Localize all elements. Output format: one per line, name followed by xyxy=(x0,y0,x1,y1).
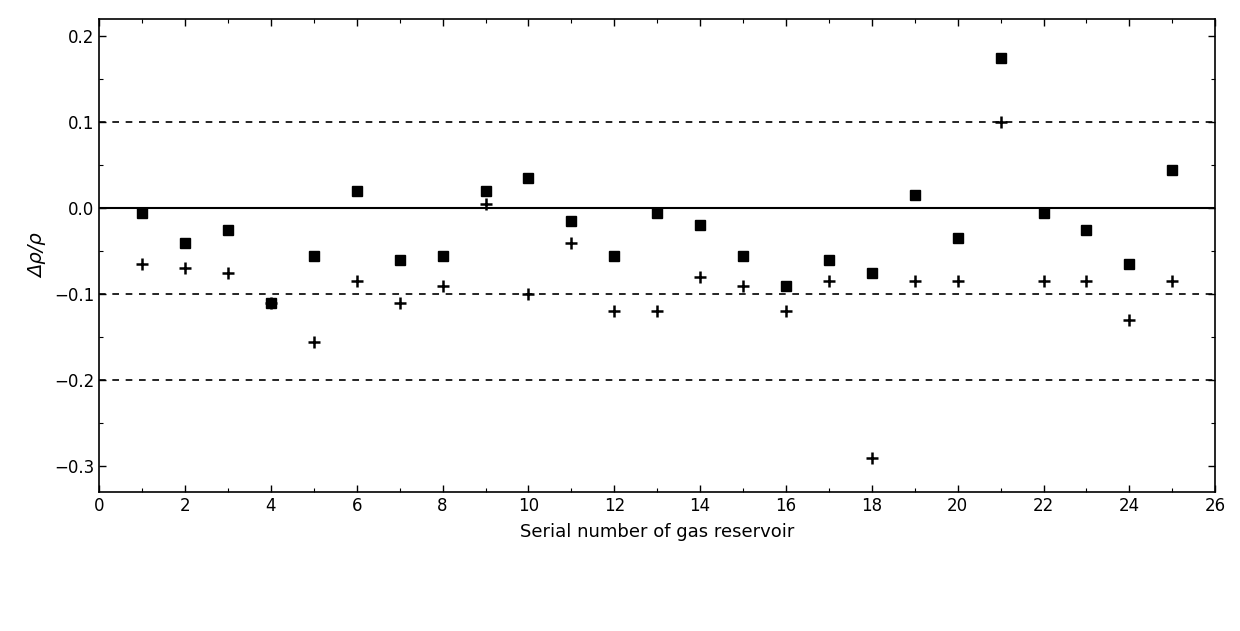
Y-axis label: Δρ/ρ: Δρ/ρ xyxy=(29,233,47,278)
X-axis label: Serial number of gas reservoir: Serial number of gas reservoir xyxy=(520,523,795,541)
